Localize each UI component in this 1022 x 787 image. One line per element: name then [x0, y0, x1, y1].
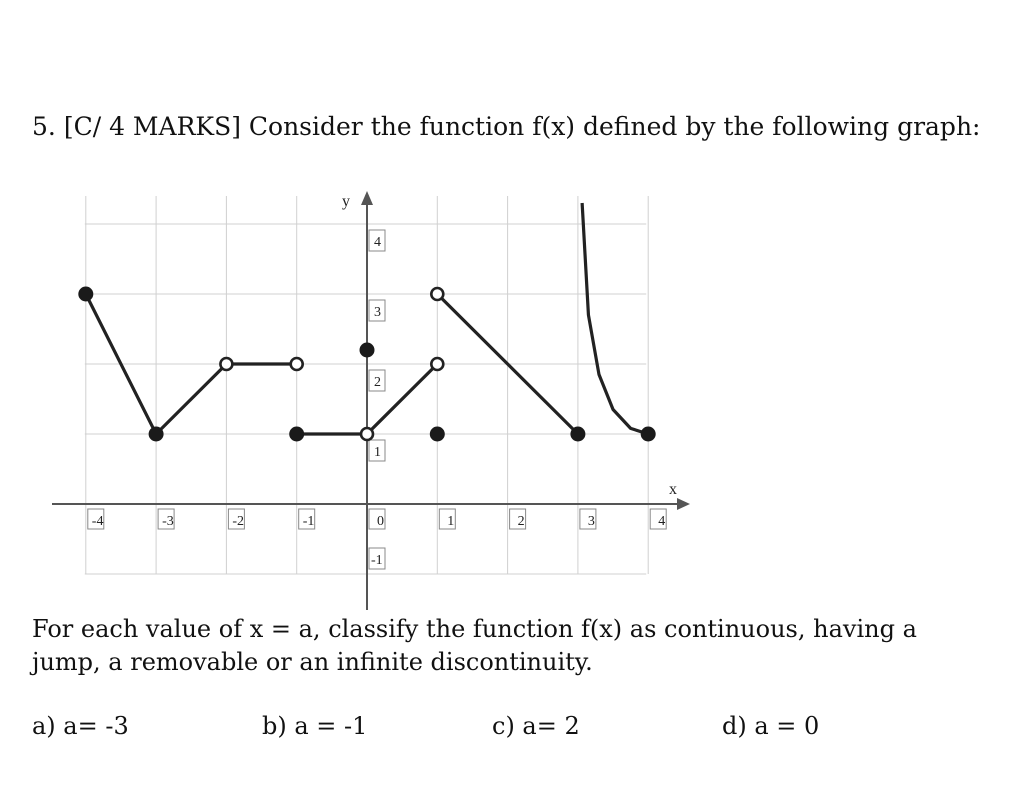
closed-point: [359, 342, 375, 358]
question-marks: [C/ 4 MARKS]: [63, 112, 241, 141]
x-tick-label: 0: [377, 514, 384, 529]
x-tick-box: [227, 508, 245, 530]
y-tick-label: 1: [374, 445, 381, 460]
x-tick-box: [579, 508, 597, 530]
x-tick-box: [157, 508, 175, 530]
closed-point: [429, 426, 445, 442]
x-tick-group: 1: [438, 508, 456, 530]
open-point: [429, 356, 445, 372]
open-point: [289, 356, 305, 372]
x-tick-group: -2: [227, 508, 245, 530]
question-body: Consider the function f(x) defined by th…: [248, 112, 981, 141]
x-tick-label: 2: [518, 514, 525, 529]
y-tick-box: [368, 369, 386, 392]
x-tick-label: -3: [162, 514, 174, 529]
instruction-text: For each value of x = a, classify the fu…: [32, 615, 917, 676]
option-c: c) a= 2: [492, 712, 580, 740]
y-tick-label: 3: [374, 305, 381, 320]
x-tick-box: [438, 508, 456, 530]
y-tick-label: -1: [371, 553, 383, 568]
x-axis-arrow: [677, 498, 690, 510]
x-tick-group: 0: [368, 508, 386, 530]
closed-point: [640, 426, 656, 442]
option-b: b) a = -1: [262, 712, 368, 740]
x-tick-label: -4: [92, 514, 104, 529]
x-tick-label: 4: [658, 514, 665, 529]
x-tick-label: 3: [588, 514, 595, 529]
y-tick-label: 2: [374, 375, 381, 390]
y-tick-box: [368, 299, 386, 322]
x-tick-label: 1: [447, 514, 454, 529]
graph-segment: [435, 292, 580, 436]
closed-point: [289, 426, 305, 442]
y-tick-group: -1: [368, 547, 386, 570]
y-tick-group: 4: [368, 229, 386, 252]
y-tick-box: [368, 439, 386, 462]
x-tick-group: -4: [87, 508, 105, 530]
graph-segment: [154, 362, 228, 436]
closed-point: [78, 286, 94, 302]
option-a: a) a= -3: [32, 712, 129, 740]
graph-segment: [365, 362, 439, 436]
open-point: [429, 286, 445, 302]
x-tick-group: 3: [579, 508, 597, 530]
y-tick-label: 4: [374, 235, 381, 250]
open-point: [359, 426, 375, 442]
option-d: d) a = 0: [722, 712, 820, 740]
closed-point: [148, 426, 164, 442]
x-tick-label: -1: [303, 514, 315, 529]
graph-segment: [84, 292, 158, 436]
x-tick-group: -1: [298, 508, 316, 530]
asymptote-curve: [580, 202, 649, 436]
x-tick-group: 2: [509, 508, 527, 530]
y-tick-group: 3: [368, 299, 386, 322]
x-tick-box: [509, 508, 527, 530]
y-axis-arrow: [361, 191, 373, 205]
x-tick-box: [298, 508, 316, 530]
y-axis-label: y: [342, 193, 350, 210]
question-text: 5. [C/ 4 MARKS] Consider the function f(…: [32, 112, 980, 141]
open-point: [219, 356, 234, 372]
x-tick-box: [649, 508, 667, 530]
x-axis-label: x: [669, 481, 677, 498]
y-tick-group: 1: [368, 439, 386, 462]
question-number: 5.: [32, 112, 56, 141]
x-tick-box: [87, 508, 105, 530]
y-tick-box: [368, 229, 386, 252]
x-tick-box: [368, 508, 386, 530]
y-tick-box: [368, 547, 386, 570]
x-tick-group: 4: [649, 508, 667, 530]
closed-point: [570, 426, 586, 442]
x-tick-label: -2: [232, 514, 244, 529]
x-tick-group: -3: [157, 508, 175, 530]
y-tick-group: 2: [368, 369, 386, 392]
